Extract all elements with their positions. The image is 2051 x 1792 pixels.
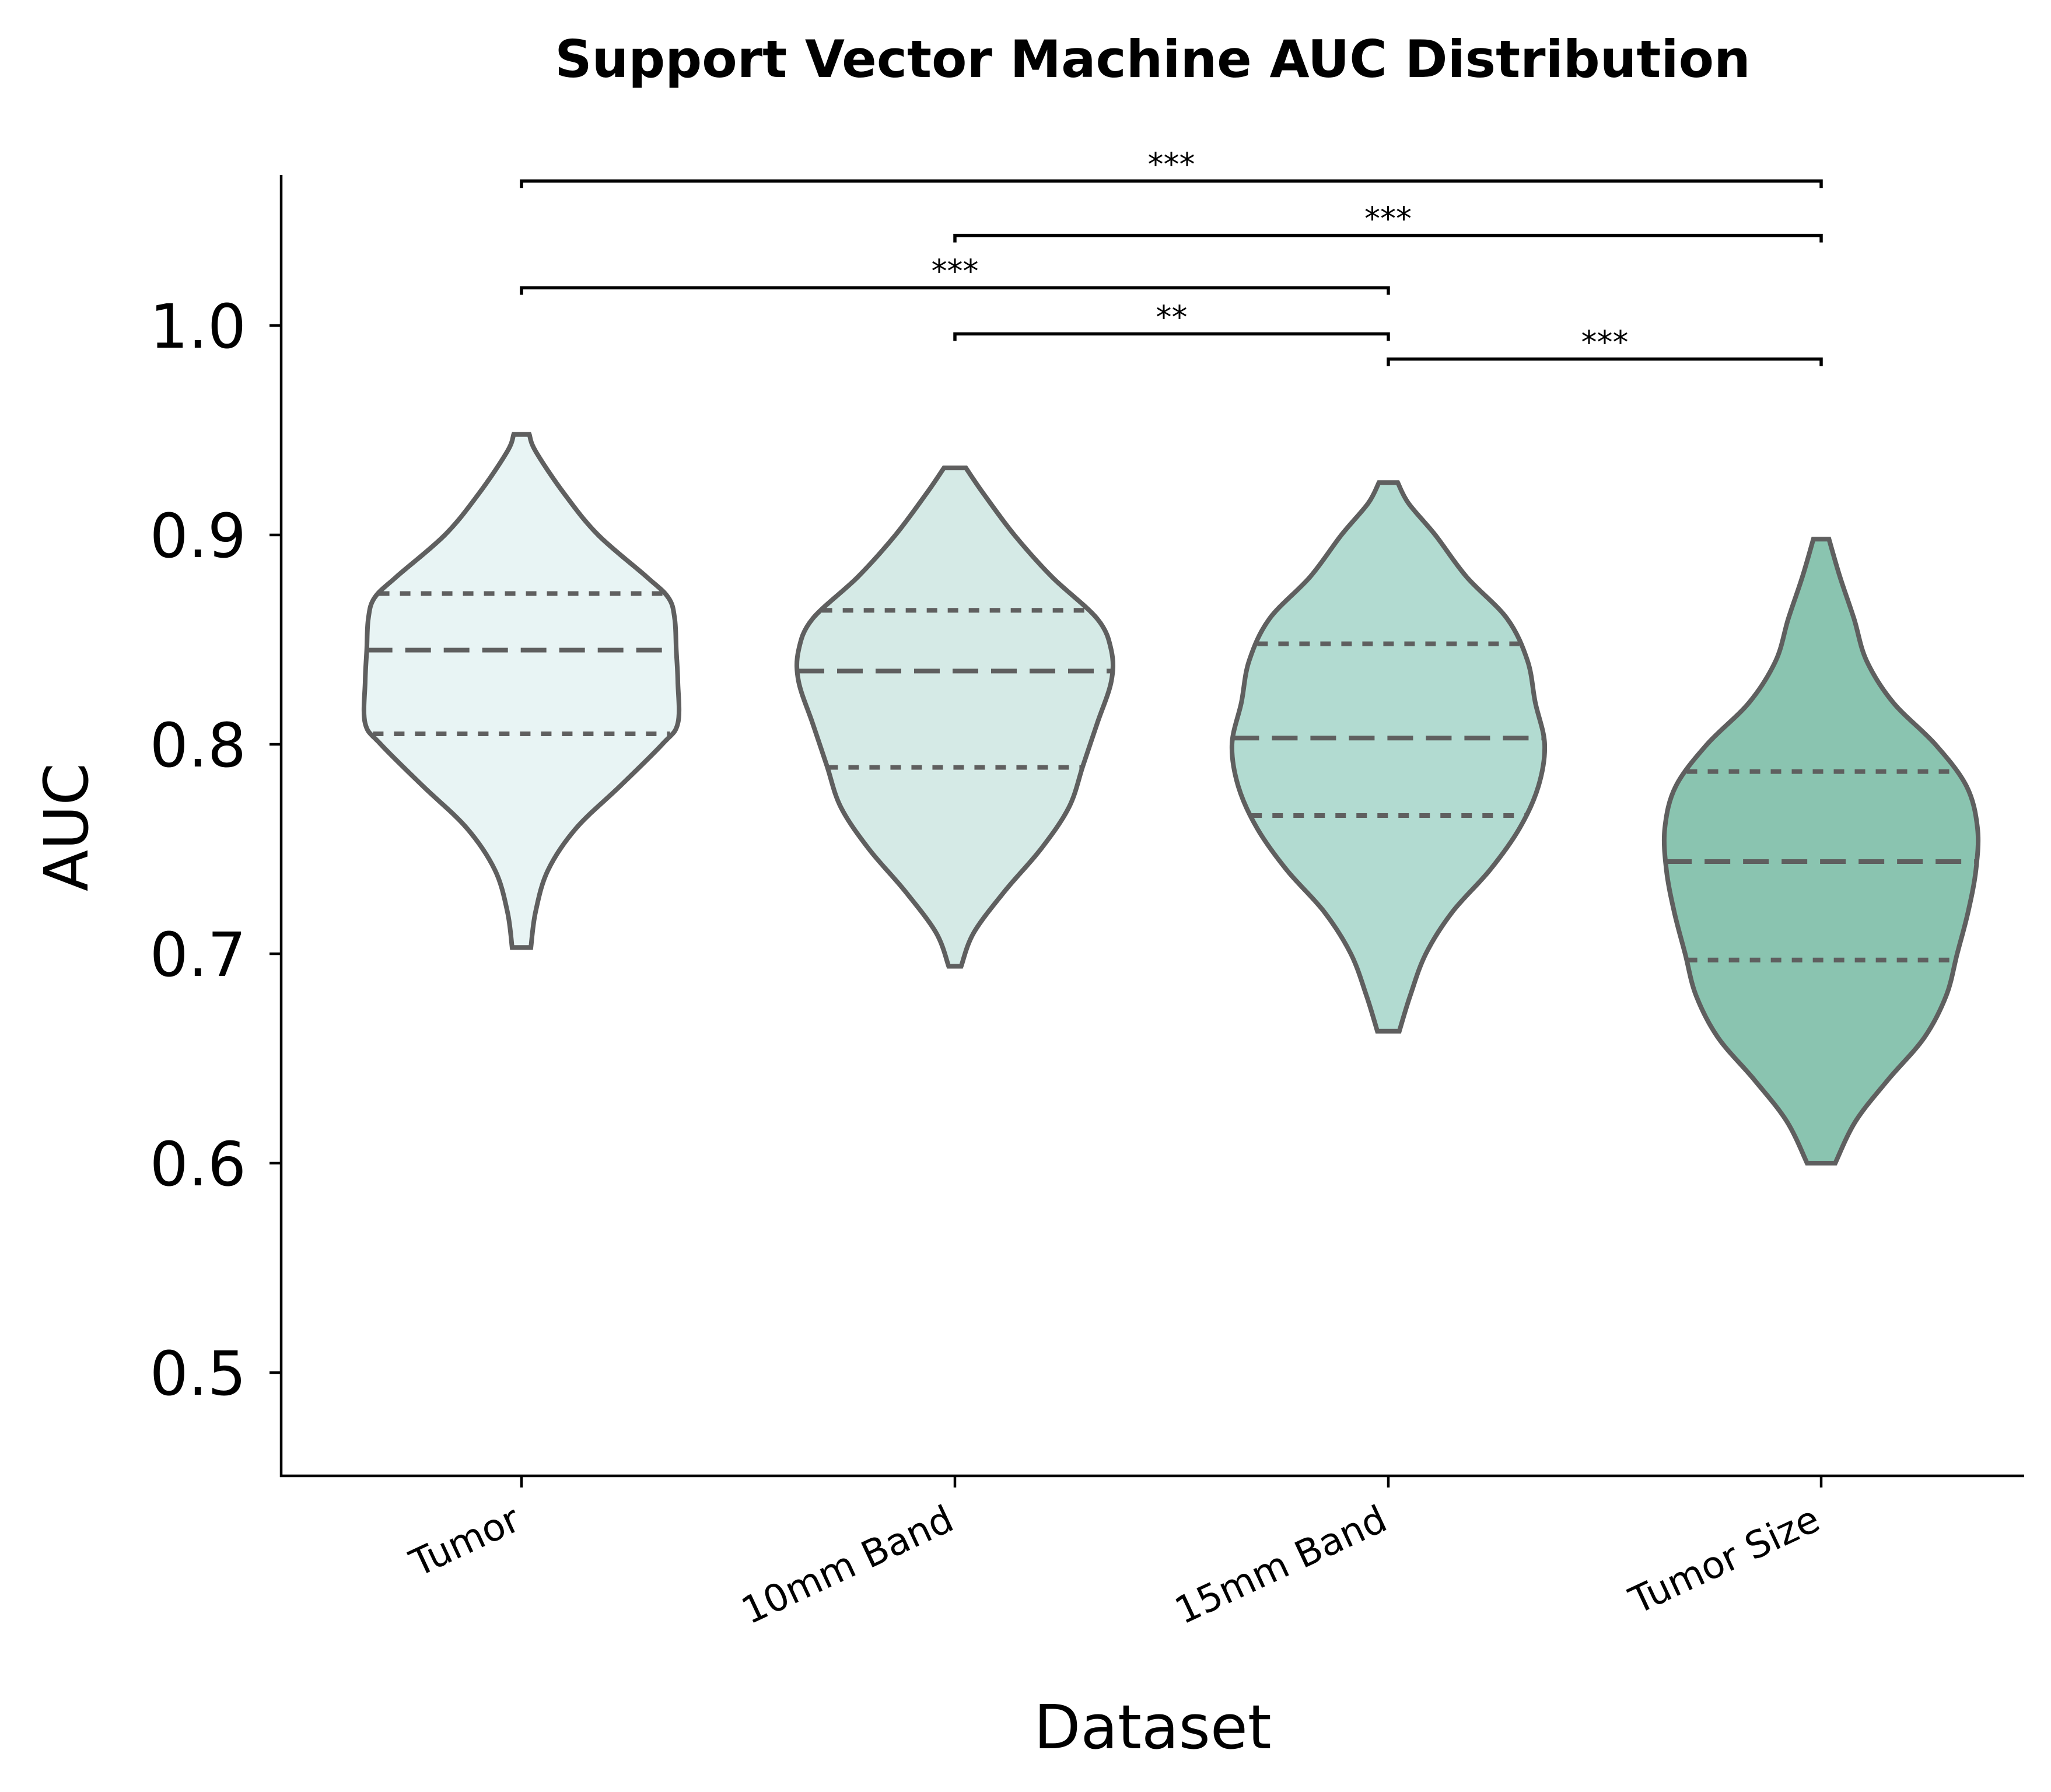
y-tick-label: 0.5	[150, 1338, 246, 1409]
x-ticks: Tumor 10mm Band 15mm Band Tumor Size	[403, 1476, 1826, 1633]
violin-group	[1229, 480, 1548, 1034]
y-tick-label: 0.9	[150, 501, 246, 572]
x-tick-label: Tumor Size	[1623, 1497, 1826, 1623]
violin-group	[1661, 537, 1981, 1166]
significance-label: ***	[1364, 201, 1412, 237]
violin-body	[1229, 480, 1548, 1034]
violin-body	[1661, 537, 1981, 1166]
violins	[361, 432, 1981, 1166]
bracket-line	[520, 179, 1823, 188]
violin-body	[794, 466, 1115, 969]
x-tick-label: 15mm Band	[1168, 1497, 1393, 1633]
y-tick-label: 0.7	[150, 919, 246, 991]
y-tick-label: 1.0	[150, 291, 246, 362]
y-tick-label: 0.6	[150, 1129, 246, 1200]
x-axis-label: Dataset	[1034, 1692, 1271, 1763]
violin-body	[361, 432, 682, 950]
y-axis-label: AUC	[31, 763, 102, 891]
significance-annotations: **************	[520, 146, 1823, 366]
x-tick-label: 10mm Band	[735, 1497, 960, 1633]
significance-label: ***	[932, 253, 979, 289]
bracket-line	[953, 332, 1390, 341]
violin-group	[794, 466, 1115, 969]
violin-group	[361, 432, 682, 950]
bracket-line	[520, 286, 1390, 295]
y-tick-label: 0.8	[150, 710, 246, 781]
significance-bracket: ***	[520, 146, 1823, 188]
significance-label: **	[1156, 299, 1188, 335]
significance-bracket: ***	[953, 201, 1823, 243]
y-ticks: 0.5 0.6 0.7 0.8 0.9 1.0	[150, 291, 281, 1409]
significance-bracket: **	[953, 299, 1390, 341]
bracket-line	[1387, 357, 1823, 366]
bracket-line	[953, 233, 1823, 243]
x-tick-label: Tumor	[403, 1497, 527, 1586]
significance-label: ***	[1148, 146, 1195, 183]
significance-bracket: ***	[520, 253, 1390, 295]
significance-label: ***	[1581, 324, 1629, 360]
chart-title: Support Vector Machine AUC Distribution	[555, 29, 1750, 89]
significance-bracket: ***	[1387, 324, 1823, 366]
